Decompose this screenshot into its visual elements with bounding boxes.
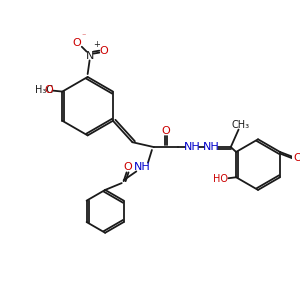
Text: NH: NH [134, 162, 151, 172]
Text: O: O [123, 162, 132, 172]
Text: NH: NH [183, 142, 200, 152]
Text: O: O [100, 46, 109, 56]
Text: O: O [73, 38, 81, 48]
Text: +: + [93, 40, 100, 49]
Text: CH₃: CH₃ [231, 120, 250, 130]
Text: ⁻: ⁻ [82, 32, 86, 40]
Text: N: N [85, 50, 94, 61]
Text: O: O [293, 153, 300, 163]
Text: NH: NH [203, 142, 220, 152]
Text: H₃C: H₃C [35, 85, 53, 94]
Text: HO: HO [213, 174, 228, 184]
Text: O: O [44, 85, 53, 94]
Text: O: O [162, 127, 170, 136]
